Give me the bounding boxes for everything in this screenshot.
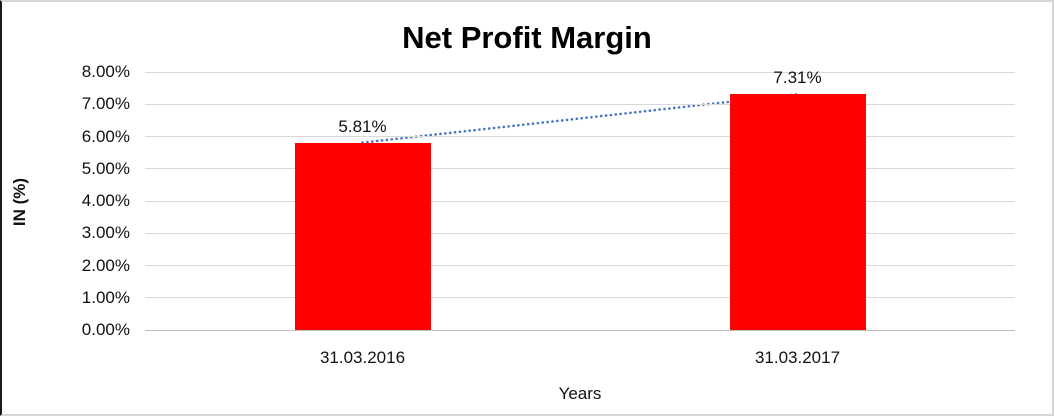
bar-31.03.2016: [294, 142, 431, 330]
x-axis-line: [145, 329, 1015, 331]
y-tick-label: 7.00%: [81, 94, 130, 114]
y-tick-label: 0.00%: [81, 320, 130, 339]
gridline: [145, 232, 1015, 234]
trendline: [361, 92, 799, 144]
gridline: [145, 297, 1015, 299]
y-tick-label: 4.00%: [81, 191, 130, 210]
chart-title: Net Profit Margin: [402, 20, 652, 55]
y-tick-label: 3.00%: [81, 223, 130, 243]
plot-area: [145, 71, 1015, 331]
x-tick-label: 31.03.2017: [754, 348, 841, 367]
gridline: [145, 200, 1015, 202]
data-label: 5.81%: [338, 116, 387, 136]
x-axis-title: Years: [558, 384, 602, 403]
y-tick-label: 2.00%: [81, 255, 130, 275]
y-tick-label: 6.00%: [81, 126, 130, 146]
gridline: [145, 103, 1015, 105]
y-tick-label: 8.00%: [81, 62, 130, 81]
bar-31.03.2017: [729, 94, 866, 330]
y-tick-label: 5.00%: [81, 158, 130, 178]
gridline: [145, 168, 1015, 170]
y-axis-title: IN (%): [10, 177, 29, 227]
gridline: [145, 71, 1015, 73]
trendline-dotted-line: [361, 92, 799, 144]
gridline: [145, 136, 1015, 137]
gridline: [145, 265, 1015, 266]
y-tick-label: 1.00%: [81, 287, 130, 307]
data-label: 7.31%: [773, 68, 822, 88]
x-tick-label: 31.03.2016: [319, 348, 406, 367]
